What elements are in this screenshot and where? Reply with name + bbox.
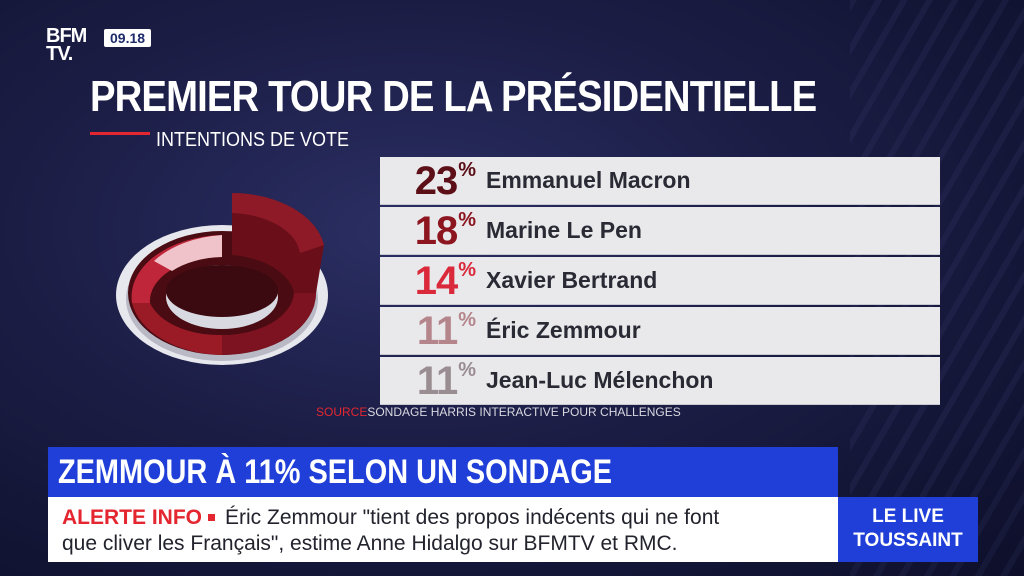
live-badge-line1: LE LIVE — [872, 506, 944, 527]
result-percent: 11% — [380, 308, 476, 353]
source-text: SONDAGE HARRIS INTERACTIVE POUR CHALLENG… — [367, 405, 681, 419]
donut-ring-bottom-right — [222, 293, 316, 355]
ticker-text-2: que cliver les Français", estime Anne Hi… — [62, 532, 678, 555]
donut-ring-light — [154, 235, 222, 271]
ticker-text-1: Éric Zemmour "tient des propos indécents… — [225, 506, 720, 529]
result-row: 18% Marine Le Pen — [380, 207, 940, 255]
percent-value: 11 — [416, 308, 458, 353]
donut-graphic — [116, 193, 328, 365]
result-row: 11% Jean-Luc Mélenchon — [380, 357, 940, 405]
alert-label: ALERTE INFO — [62, 506, 202, 529]
percent-symbol: % — [458, 208, 476, 231]
alert-dot-icon — [208, 514, 215, 521]
candidate-name: Xavier Bertrand — [486, 267, 658, 293]
percent-value: 11 — [416, 358, 458, 403]
result-percent: 23% — [380, 158, 476, 203]
percent-symbol: % — [458, 308, 476, 331]
live-badge-line2: TOUSSAINT — [853, 530, 963, 551]
candidate-name: Marine Le Pen — [486, 217, 642, 243]
donut-ring-bottom-left — [132, 303, 222, 355]
ticker-line1: ALERTE INFO Éric Zemmour "tient des propo… — [62, 506, 719, 530]
results-table: 23% Emmanuel Macron 18% Marine Le Pen 14… — [380, 157, 940, 407]
title-divider — [90, 132, 150, 135]
candidate-name: Emmanuel Macron — [486, 167, 691, 193]
result-percent: 18% — [380, 208, 476, 253]
percent-symbol: % — [458, 358, 476, 381]
logo-line1: BFM — [46, 25, 87, 47]
percent-value: 18 — [414, 208, 458, 253]
donut-hole-shadow — [166, 265, 278, 317]
channel-logo: BFM TV. — [46, 26, 106, 64]
result-row: 14% Xavier Bertrand — [380, 257, 940, 305]
source-line: SOURCESONDAGE HARRIS INTERACTIVE POUR CH… — [316, 405, 681, 419]
source-label: SOURCE — [316, 405, 368, 419]
result-percent: 14% — [380, 258, 476, 303]
donut-ring-raised-top — [232, 193, 324, 253]
candidate-name: Jean-Luc Mélenchon — [486, 367, 714, 393]
time-badge: 09.18 — [104, 29, 152, 47]
live-badge: LE LIVE TOUSSAINT — [838, 497, 978, 562]
candidate-name: Éric Zemmour — [486, 317, 641, 343]
headline-banner: ZEMMOUR À 11% SELON UN SONDAGE — [48, 447, 838, 497]
percent-symbol: % — [458, 158, 476, 181]
percent-value: 14 — [414, 258, 458, 303]
news-ticker: ALERTE INFO Éric Zemmour "tient des propo… — [48, 497, 838, 562]
page-title: PREMIER TOUR DE LA PRÉSIDENTIELLE — [90, 72, 817, 121]
result-row: 11% Éric Zemmour — [380, 307, 940, 355]
result-row: 23% Emmanuel Macron — [380, 157, 940, 205]
headline-text: ZEMMOUR À 11% SELON UN SONDAGE — [58, 452, 612, 491]
logo-line2: TV. — [46, 43, 73, 65]
result-percent: 11% — [380, 358, 476, 403]
page-subtitle: INTENTIONS DE VOTE — [156, 129, 350, 151]
percent-value: 23 — [414, 158, 458, 203]
percent-symbol: % — [458, 258, 476, 281]
